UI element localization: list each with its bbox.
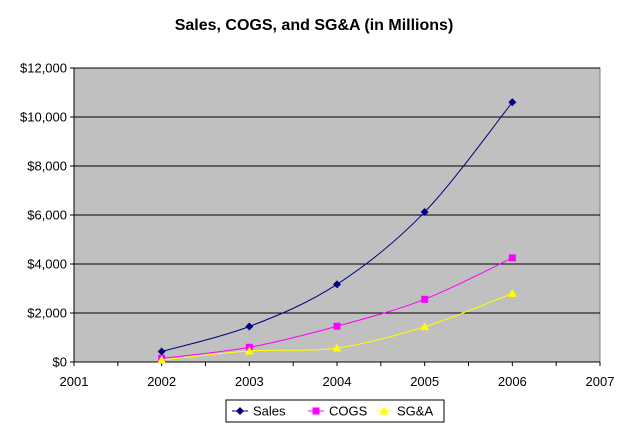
data-point bbox=[332, 343, 342, 352]
data-point bbox=[157, 355, 167, 364]
y-tick-label: $10,000 bbox=[20, 110, 67, 125]
data-point bbox=[333, 322, 341, 330]
series-group bbox=[157, 98, 517, 364]
series-line bbox=[161, 101, 513, 352]
legend-label: COGS bbox=[329, 404, 368, 419]
x-tick-label: 2002 bbox=[147, 374, 176, 389]
x-axis: 2001 2002 2003 2004 2005 2006 2007 bbox=[60, 68, 615, 389]
series-2 bbox=[157, 288, 517, 364]
data-point bbox=[508, 98, 517, 107]
legend-box bbox=[225, 399, 445, 423]
chart-title: Sales, COGS, and SG&A (in Millions) bbox=[175, 17, 454, 34]
x-tick-label: 2003 bbox=[235, 374, 264, 389]
legend-marker bbox=[312, 407, 320, 415]
data-point bbox=[421, 295, 429, 303]
data-point bbox=[420, 322, 430, 331]
data-point bbox=[245, 322, 254, 331]
y-tick-label: $6,000 bbox=[27, 208, 67, 223]
legend: Sales COGS SG&A bbox=[225, 399, 445, 423]
legend-label: Sales bbox=[253, 404, 286, 419]
x-tick-label: 2007 bbox=[586, 374, 615, 389]
legend-marker bbox=[236, 407, 244, 415]
series-0 bbox=[157, 98, 517, 356]
data-point bbox=[507, 288, 517, 297]
y-tick-label: $12,000 bbox=[20, 61, 67, 76]
y-tick-label: $8,000 bbox=[27, 159, 67, 174]
data-point bbox=[420, 208, 429, 217]
data-point bbox=[157, 347, 166, 356]
data-point bbox=[244, 346, 254, 355]
data-point bbox=[333, 280, 341, 289]
legend-label: SG&A bbox=[397, 404, 433, 419]
data-point bbox=[508, 254, 516, 262]
x-tick-label: 2004 bbox=[323, 374, 352, 389]
x-tick-label: 2001 bbox=[60, 374, 89, 389]
y-axis: $0 $2,000 $4,000 $6,000 $8,000 $10,000 $12,000 bbox=[20, 61, 74, 370]
x-tick-label: 2005 bbox=[410, 374, 439, 389]
y-tick-label: $4,000 bbox=[27, 257, 67, 272]
y-tick-label: $2,000 bbox=[27, 306, 67, 321]
y-tick-label: $0 bbox=[53, 355, 67, 370]
x-tick-label: 2006 bbox=[498, 374, 527, 389]
legend-marker bbox=[379, 406, 389, 415]
